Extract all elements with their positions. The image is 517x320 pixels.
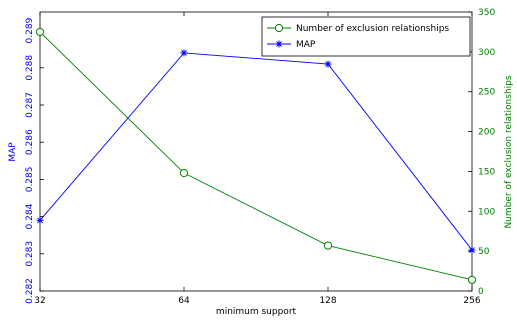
right-y-tick-label: 300 — [478, 48, 495, 58]
right-y-tick-label: 0 — [478, 287, 484, 297]
right-y-axis: 0 50 100 150 200 250 300 350 — [468, 8, 495, 297]
right-y-tick-label: 50 — [478, 247, 490, 257]
data-point-star — [36, 216, 44, 224]
left-y-tick-label: 0.282 — [25, 278, 35, 304]
left-y-axis: 0.282 0.283 0.284 0.285 0.286 0.287 0.288 0.289 — [25, 17, 44, 304]
series-line — [39, 52, 473, 251]
data-point-circle — [467, 275, 477, 284]
data-point-star — [468, 246, 476, 254]
left-y-tick-label: 0.283 — [25, 241, 35, 267]
left-y-tick-label: 0.285 — [25, 167, 35, 193]
legend-marker-star — [275, 40, 283, 48]
x-axis-title: minimum support — [216, 307, 297, 317]
legend-label: Number of exclusion relationships — [296, 24, 449, 34]
data-point-star — [180, 49, 188, 57]
right-y-tick-label: 150 — [478, 167, 495, 177]
x-axis: 32 64 128 256 — [34, 12, 481, 306]
plot-frame — [39, 11, 473, 292]
x-tick-label: 32 — [34, 296, 45, 306]
right-y-tick-label: 200 — [478, 128, 495, 138]
data-point-circle — [35, 27, 45, 37]
series-layer — [35, 27, 477, 284]
x-tick-label: 64 — [178, 296, 190, 306]
legend: Number of exclusion relationships MAP — [261, 16, 471, 57]
legend-marker-circle — [274, 23, 284, 33]
right-y-tick-label: 100 — [478, 207, 495, 217]
left-y-tick-label: 0.289 — [25, 17, 35, 43]
legend-box — [261, 16, 471, 57]
left-y-tick-label: 0.287 — [25, 92, 35, 118]
left-y-tick-label: 0.288 — [25, 55, 35, 81]
data-point-circle — [323, 241, 333, 250]
right-y-tick-label: 350 — [478, 8, 495, 18]
left-y-tick-label: 0.286 — [25, 129, 35, 155]
data-point-circle — [179, 168, 189, 178]
left-y-tick-label: 0.284 — [25, 203, 35, 229]
x-tick-label: 128 — [319, 296, 336, 306]
right-y-tick-label: 250 — [478, 88, 495, 98]
legend-items: Number of exclusion relationships MAP — [267, 23, 449, 50]
left-y-axis-title: MAP — [8, 142, 18, 162]
right-y-axis-title: Number of exclusion relationships — [504, 75, 514, 228]
series-line — [39, 31, 473, 281]
x-tick-label: 256 — [463, 296, 480, 306]
legend-label: MAP — [296, 40, 316, 50]
data-point-star — [324, 60, 332, 68]
